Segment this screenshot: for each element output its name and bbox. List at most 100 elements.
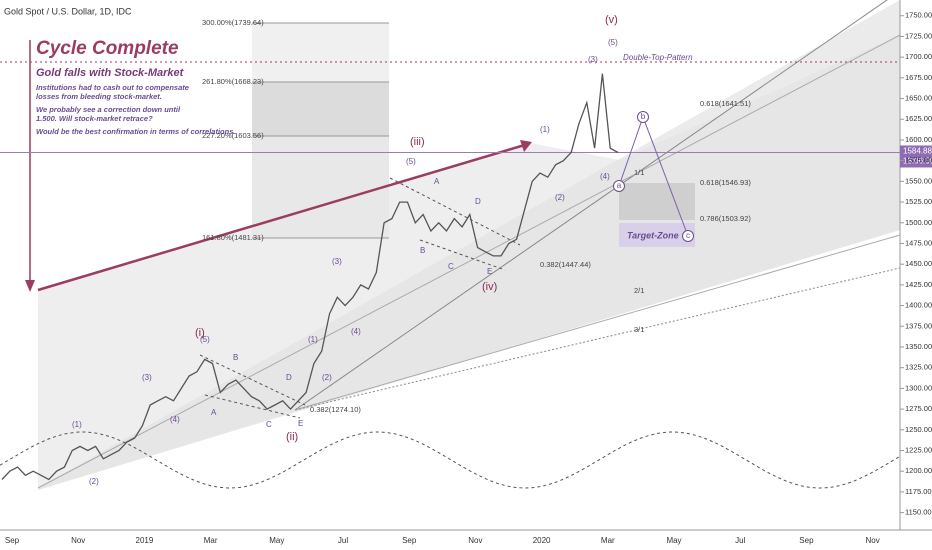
wave-label: (iii)	[410, 136, 425, 148]
y-tick-label: 1350.00	[905, 342, 932, 351]
fib-label: 161.80%(1481.31)	[202, 233, 264, 242]
wave-label: (v)	[605, 14, 618, 26]
fan-label: 3/1	[634, 325, 644, 334]
note: losses from bleeding stock-market.	[36, 92, 162, 101]
fib-label: 261.80%(1668.23)	[202, 77, 264, 86]
fib-box	[252, 82, 389, 136]
y-tick-label: 1450.00	[905, 259, 932, 268]
fan-label: 1/1	[634, 168, 644, 177]
y-tick-label: 1500.00	[905, 218, 932, 227]
y-tick-label: 1575.00	[905, 156, 932, 165]
wave-label: D	[286, 373, 292, 382]
fib-label: 300.00%(1739.64)	[202, 18, 264, 27]
x-tick-label: May	[269, 536, 284, 545]
wave-label: (1)	[308, 335, 318, 344]
subheadline: Gold falls with Stock-Market	[36, 67, 185, 79]
fib-box	[252, 136, 389, 238]
wave-circle	[613, 180, 625, 192]
x-tick-label: Mar	[601, 536, 615, 545]
fan-label: 2/1	[634, 286, 644, 295]
note: We probably see a correction down until	[36, 105, 181, 114]
wave-label: (iv)	[482, 281, 497, 293]
x-tick-label: Jul	[338, 536, 348, 545]
fan-line	[294, 234, 901, 411]
wave-label: A	[434, 177, 440, 186]
fib-label: 0.618(1641.51)	[700, 99, 751, 108]
target-label: Target-Zone	[627, 230, 679, 240]
wave-label: E	[487, 267, 492, 276]
x-tick-label: Sep	[5, 536, 20, 545]
y-tick-label: 1275.00	[905, 404, 932, 413]
fib-label: 227.20%(1603.56)	[202, 131, 264, 140]
fib-label: 0.786(1503.92)	[700, 214, 751, 223]
wave-label: E	[298, 419, 303, 428]
y-tick-label: 1600.00	[905, 135, 932, 144]
wave-label: (ii)	[286, 431, 298, 443]
wave-label: (4)	[170, 415, 180, 424]
y-tick-label: 1300.00	[905, 383, 932, 392]
wave-label: a	[617, 181, 622, 190]
wave-circle	[637, 111, 649, 123]
arrow-head	[25, 280, 35, 292]
wave-label: (5)	[200, 335, 210, 344]
y-tick-label: 1150.00	[905, 508, 932, 517]
y-tick-label: 1250.00	[905, 425, 932, 434]
wave-label: (i)	[195, 327, 205, 339]
wedge-line	[199, 354, 306, 406]
y-tick-label: 1425.00	[905, 280, 932, 289]
double-top-label: Double-Top-Pattern	[623, 53, 693, 62]
wave-label: (5)	[608, 38, 618, 47]
fan-line	[294, 267, 901, 411]
y-tick-label: 1400.00	[905, 301, 932, 310]
y-tick-label: 1650.00	[905, 94, 932, 103]
x-tick-label: Sep	[402, 536, 417, 545]
chart-title: Gold Spot / U.S. Dollar, 1D, IDC	[4, 6, 132, 16]
wedge-line	[204, 394, 301, 419]
fib-box	[619, 183, 695, 220]
wave-label: B	[233, 353, 238, 362]
y-tick-label: 1200.00	[905, 466, 932, 475]
x-tick-label: 2019	[136, 536, 154, 545]
y-tick-label: 1175.00	[905, 487, 932, 496]
wave-label: (2)	[322, 373, 332, 382]
y-tick-label: 1725.00	[905, 31, 932, 40]
fib-label: 0.618(1546.93)	[700, 178, 751, 187]
x-tick-label: Nov	[71, 536, 85, 545]
y-tick-label: 1625.00	[905, 114, 932, 123]
note: Institutions had to cash out to compensa…	[36, 83, 189, 92]
x-tick-label: Nov	[468, 536, 482, 545]
y-tick-label: 1475.00	[905, 238, 932, 247]
x-tick-label: Nov	[865, 536, 879, 545]
x-tick-label: May	[666, 536, 681, 545]
cycle-wave	[0, 431, 901, 489]
fan-line	[294, 0, 888, 411]
wave-label: c	[686, 231, 690, 240]
wave-circle	[682, 230, 694, 242]
y-tick-label: 1375.00	[905, 321, 932, 330]
wave-label: (5)	[406, 157, 416, 166]
wedge-line	[389, 177, 521, 246]
note: 1.500. Will stock-market retrace?	[36, 114, 153, 123]
wave-label: b	[641, 112, 646, 121]
wave-label: (1)	[72, 420, 82, 429]
headline: Cycle Complete	[36, 38, 179, 59]
last-price: 1584.88	[903, 147, 932, 156]
note: Would be the best confirmation in terms …	[36, 127, 235, 136]
wave-label: (1)	[540, 125, 550, 134]
wave-label: A	[211, 408, 217, 417]
arrow-head	[520, 140, 532, 152]
wave-label: B	[420, 246, 425, 255]
y-tick-label: 1225.00	[905, 445, 932, 454]
x-tick-label: 2020	[533, 536, 551, 545]
wave-label: (4)	[600, 172, 610, 181]
wave-label: C	[266, 420, 272, 429]
wave-label: (3)	[332, 257, 342, 266]
channel-line	[37, 34, 901, 489]
wave-label: C	[448, 262, 454, 271]
countdown: 13:06:38	[903, 157, 932, 166]
x-tick-label: Mar	[204, 536, 218, 545]
price-line	[1, 73, 619, 481]
trend-arrow	[37, 142, 529, 292]
wave-label: (2)	[89, 477, 99, 486]
